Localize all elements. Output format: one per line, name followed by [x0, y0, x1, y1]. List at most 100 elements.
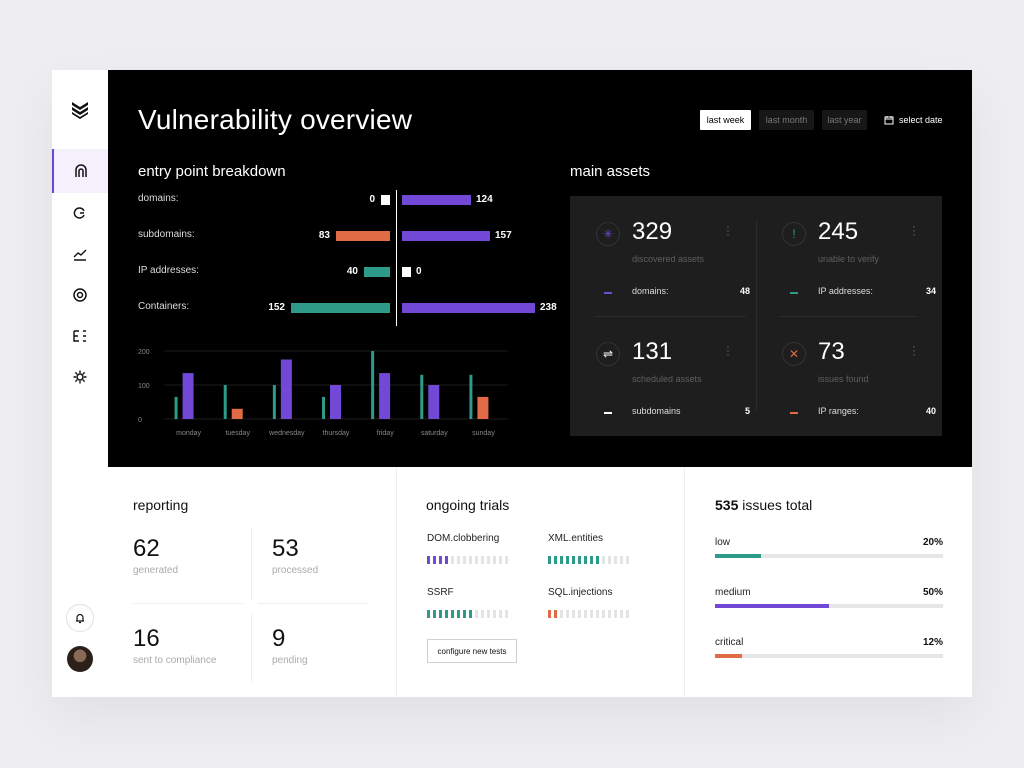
issues-total: 535 — [715, 497, 739, 513]
progress-segment — [505, 556, 508, 564]
notifications-button[interactable] — [66, 604, 94, 632]
x-tick-label: friday — [377, 430, 395, 437]
trial-progress — [427, 556, 537, 564]
breakdown-left-value: 0 — [369, 194, 375, 205]
issue-percent: 12% — [922, 637, 943, 648]
progress-segment — [451, 556, 454, 564]
nav-item-targets[interactable] — [52, 273, 108, 317]
entry-point-breakdown: domains: 0 124 subdomains: 83 157 IP addresses… — [138, 190, 557, 332]
nav-item-overview[interactable] — [52, 149, 108, 193]
progress-segment — [590, 556, 593, 564]
progress-segment — [499, 610, 502, 618]
stat-value: 9 — [272, 625, 286, 652]
stat-label: processed — [272, 565, 319, 576]
progress-segment — [620, 610, 623, 618]
breakdown-right-value: 238 — [540, 302, 557, 313]
breakdown-right-bar — [402, 303, 535, 313]
progress-segment — [487, 610, 490, 618]
progress-segment — [548, 610, 551, 618]
stacked-chevrons-icon[interactable] — [69, 98, 91, 120]
progress-segment — [463, 556, 466, 564]
asset-subtitle: scheduled assets — [632, 374, 702, 384]
stat-value: 53 — [272, 535, 299, 562]
progress-segment — [493, 556, 496, 564]
list-icon — [73, 330, 86, 342]
issue-label: medium — [715, 587, 751, 598]
bar-teal — [223, 385, 227, 419]
progress-segment — [427, 610, 430, 618]
trial-name: DOM.clobbering — [427, 533, 500, 544]
y-tick-label: 0 — [138, 417, 142, 424]
kebab-menu-icon[interactable]: · · · — [726, 219, 730, 241]
assets-title: main assets — [570, 163, 651, 180]
issue-track — [715, 604, 943, 608]
progress-segment — [620, 556, 623, 564]
breakdown-right-bar — [402, 231, 490, 241]
y-tick-label: 100 — [138, 383, 150, 390]
asset-row-label: subdomains — [632, 406, 681, 416]
gear-icon — [73, 370, 87, 384]
kebab-menu-icon[interactable]: · · · — [912, 219, 916, 241]
progress-segment — [560, 610, 563, 618]
asset-row-value: 40 — [925, 406, 936, 416]
breakdown-left-bar — [381, 195, 390, 205]
progress-segment — [596, 610, 599, 618]
nav-item-trends[interactable] — [52, 232, 108, 276]
issue-track — [715, 554, 943, 558]
nav-item-settings[interactable] — [52, 355, 108, 399]
range-last-week[interactable]: last week — [700, 110, 751, 130]
bar-teal — [272, 385, 276, 419]
stat-processed: 53 processed — [272, 535, 392, 576]
progress-segment — [451, 610, 454, 618]
bar-purple — [428, 385, 440, 419]
progress-segment — [487, 556, 490, 564]
range-last-month[interactable]: last month — [759, 110, 814, 130]
user-avatar[interactable] — [67, 646, 93, 672]
progress-segment — [469, 556, 472, 564]
issue-percent: 20% — [922, 537, 943, 548]
nav-item-reports[interactable] — [52, 314, 108, 358]
x-tick-label: thursday — [323, 430, 350, 437]
progress-segment — [590, 610, 593, 618]
progress-segment — [481, 610, 484, 618]
nav-item-sync[interactable] — [52, 191, 108, 235]
asset-row-label: domains: — [632, 286, 669, 296]
range-last-year[interactable]: last year — [822, 110, 867, 130]
asset-value: 329 — [632, 218, 673, 245]
progress-segment — [608, 610, 611, 618]
progress-segment — [602, 610, 605, 618]
asset-card: ⇌ 131 scheduled assets · · · subdomains 5 — [570, 316, 756, 436]
asset-card: ! 245 unable to verify · · · IP addresses: 34 — [756, 196, 942, 316]
bar-orange — [231, 408, 243, 419]
progress-segment — [572, 610, 575, 618]
issue-medium: medium 50% — [715, 587, 943, 608]
issues-panel: 535 issues total low 20% medium 50% critical… — [684, 467, 972, 697]
stat-value: 62 — [133, 535, 160, 562]
weekly-chart-svg: 0 100 200 monday tuesday wednesday thursday fri… — [138, 349, 508, 437]
breakdown-right-value: 157 — [495, 230, 512, 241]
kebab-menu-icon[interactable]: · · · — [726, 339, 730, 361]
kebab-menu-icon[interactable]: · · · — [912, 339, 916, 361]
select-date-button[interactable]: select date — [884, 110, 943, 130]
trial-progress — [548, 610, 658, 618]
progress-segment — [469, 610, 472, 618]
stat-sent-to-compliance: 16 sent to compliance — [133, 625, 253, 666]
reporting-panel: reporting 62 generated 53 processed 16 s… — [108, 467, 396, 697]
progress-segment — [602, 556, 605, 564]
bar-purple — [182, 373, 194, 419]
bar-teal — [371, 351, 375, 419]
progress-segment — [439, 610, 442, 618]
progress-segment — [445, 610, 448, 618]
asset-value: 131 — [632, 338, 673, 365]
issue-percent: 50% — [922, 587, 943, 598]
progress-segment — [572, 556, 575, 564]
progress-segment — [475, 556, 478, 564]
progress-segment — [626, 610, 629, 618]
trial-item: SSRF — [427, 587, 537, 618]
configure-new-tests-button[interactable]: configure new tests — [427, 639, 517, 663]
progress-segment — [554, 556, 557, 564]
progress-segment — [596, 556, 599, 564]
trial-item: XML.entities — [548, 533, 658, 564]
asset-row-value: 5 — [744, 406, 750, 416]
progress-segment — [608, 556, 611, 564]
